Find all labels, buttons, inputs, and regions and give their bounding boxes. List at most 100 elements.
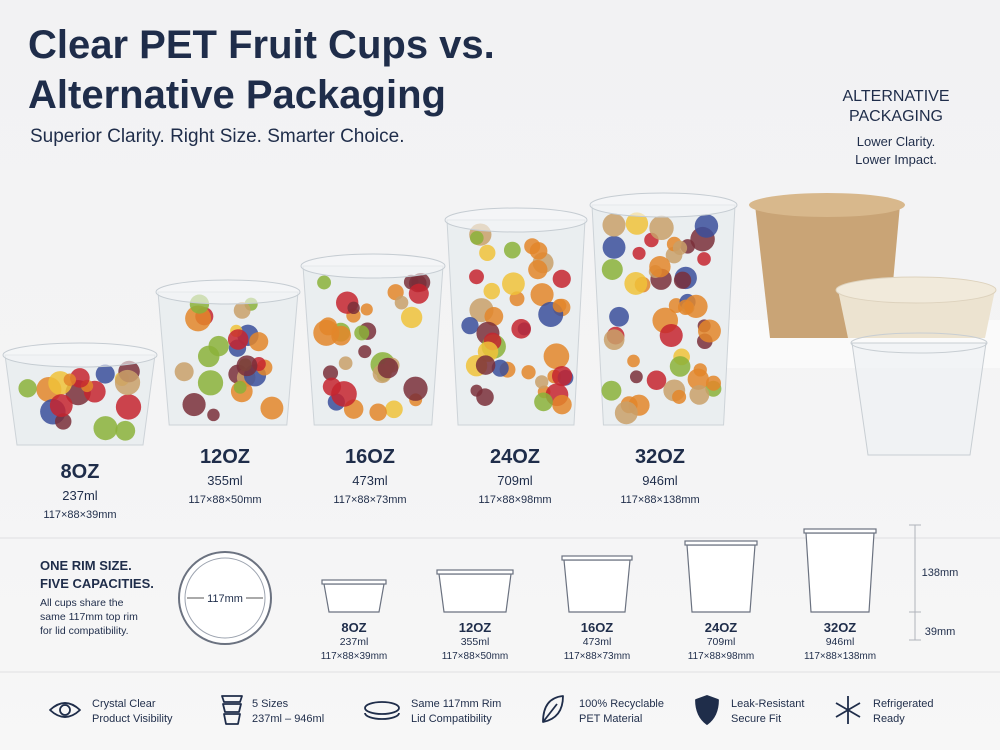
fruit (470, 231, 484, 245)
fruit (684, 294, 708, 319)
fruit (95, 364, 115, 384)
cup-volume: 709ml (497, 473, 533, 488)
fruit (689, 384, 710, 405)
fruit (174, 362, 194, 382)
cup-dims: 117×88×73mm (333, 494, 406, 506)
cup-size: 24OZ (490, 446, 540, 468)
fruit (511, 319, 531, 339)
cup-dims: 117×88×50mm (188, 494, 261, 506)
cup-dims: 117×88×138mm (620, 494, 699, 506)
feature-icon (49, 702, 81, 718)
fruit (249, 332, 269, 352)
fruit (552, 394, 572, 415)
title: Alternative Packaging (28, 73, 446, 117)
cup-photo (300, 253, 446, 426)
fruit (182, 393, 206, 417)
diagram-size: 24OZ (705, 620, 738, 635)
cup-lid (155, 279, 301, 305)
cup-volume: 946ml (642, 473, 678, 488)
diagram-volume: 355ml (461, 636, 490, 648)
feature-text: Crystal Clear (92, 698, 156, 710)
fruit (632, 246, 646, 260)
rim-description: All cups share the (40, 597, 124, 609)
fruit (669, 356, 691, 377)
fruit (698, 319, 721, 343)
fruit (469, 269, 484, 285)
fruit (649, 256, 671, 278)
fruit (601, 380, 622, 401)
fruit (673, 271, 692, 289)
fruit (260, 396, 284, 420)
cup-lid (300, 253, 446, 279)
fruit (233, 380, 247, 394)
subtitle: Superior Clarity. Right Size. Smarter Ch… (30, 126, 405, 147)
fruit (115, 394, 142, 420)
fruit (369, 403, 387, 421)
fruit (338, 356, 353, 371)
fruit (530, 283, 554, 307)
fruit (503, 241, 521, 259)
alt-heading: PACKAGING (849, 108, 943, 125)
fruit (528, 260, 548, 280)
fruit (18, 379, 37, 398)
cup-lid (444, 207, 588, 233)
cup-lid (589, 192, 738, 218)
cup-size: 8OZ (61, 461, 100, 483)
fruit (322, 377, 342, 396)
fruit (115, 420, 136, 441)
fruit (705, 375, 722, 391)
diagram-size: 16OZ (581, 620, 614, 635)
fruit (649, 215, 674, 241)
height-label: 138mm (922, 567, 959, 579)
feature-icon (221, 695, 243, 725)
fruit (552, 269, 571, 288)
diagram-dims: 117×88×50mm (442, 651, 509, 662)
title: Clear PET Fruit Cups vs. (28, 23, 495, 67)
alt-note: Lower Impact. (855, 152, 937, 167)
fruit (114, 369, 141, 396)
fruit (551, 365, 573, 387)
cup-volume: 237ml (62, 488, 98, 503)
fruit (602, 213, 626, 237)
rim-heading: FIVE CAPACITIES. (40, 576, 154, 591)
feature-text: Product Visibility (92, 713, 173, 725)
feature-text: 237ml – 946ml (252, 713, 324, 725)
rim-description: same 117mm top rim (40, 611, 138, 623)
diagram-volume: 237ml (340, 636, 369, 648)
fruit (697, 252, 711, 266)
fruit (207, 408, 220, 422)
feature-text: Secure Fit (731, 713, 781, 725)
fruit (672, 240, 688, 256)
fruit (484, 307, 504, 326)
fruit (55, 413, 72, 430)
fruit (609, 306, 629, 327)
alt-heading: ALTERNATIVE (843, 88, 950, 105)
diagram-rim (436, 569, 514, 575)
fruit (227, 329, 249, 350)
fruit (354, 325, 370, 341)
rim-heading: ONE RIM SIZE. (40, 558, 132, 573)
rim-diagram (184, 557, 266, 639)
feature-icon (835, 696, 861, 724)
diagram-cup (563, 559, 631, 613)
fruit (672, 389, 687, 404)
diagram-volume: 473ml (583, 636, 612, 648)
feature-icon (364, 701, 400, 720)
diagram-volume: 946ml (826, 636, 855, 648)
diagram-volume: 709ml (707, 636, 736, 648)
fruit (236, 355, 258, 377)
plain-clear-cup (850, 332, 988, 456)
fruit (319, 317, 338, 336)
fruit (646, 370, 667, 391)
fruit (601, 258, 623, 280)
fruit (461, 317, 479, 335)
fruit (470, 384, 483, 397)
diagram-cup (323, 583, 385, 613)
cup-photo (444, 207, 588, 426)
diagram-rim (803, 528, 877, 534)
fruit (659, 324, 683, 348)
fruit (233, 301, 251, 319)
fruit (360, 303, 373, 316)
feature-text: Lid Compatibility (411, 713, 492, 725)
diagram-dims: 117×88×39mm (321, 651, 388, 662)
